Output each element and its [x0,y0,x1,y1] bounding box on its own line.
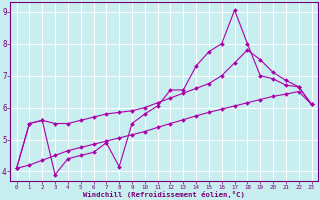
X-axis label: Windchill (Refroidissement éolien,°C): Windchill (Refroidissement éolien,°C) [83,191,245,198]
